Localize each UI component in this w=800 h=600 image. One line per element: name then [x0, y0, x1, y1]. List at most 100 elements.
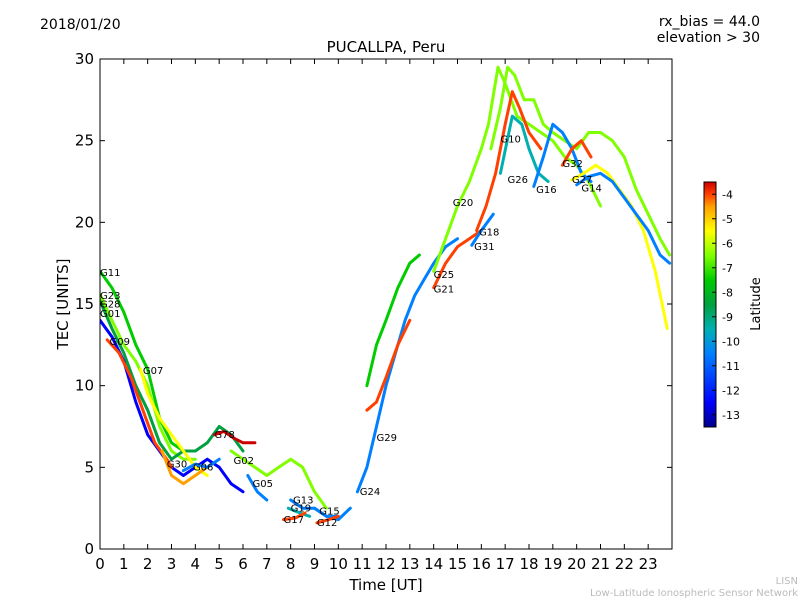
x-tick-label: 11 [353, 555, 372, 573]
x-tick-label: 21 [591, 555, 610, 573]
x-tick-label: 12 [376, 555, 395, 573]
x-tick-label: 15 [448, 555, 467, 573]
series-line-g11 [100, 269, 185, 453]
y-tick-label: 10 [75, 377, 94, 395]
series-line-g19 [286, 506, 312, 518]
y-tick-label: 20 [75, 213, 94, 231]
series-line-g17 [282, 511, 307, 522]
series-label-g32: G32 [562, 159, 582, 170]
series-line-g30 [160, 449, 209, 486]
series-label-g11: G11 [100, 268, 120, 279]
series-line-g32 [560, 139, 593, 167]
series-label-g16: G16 [536, 185, 556, 196]
x-tick-label: 23 [639, 555, 658, 573]
series-label-g18: G18 [479, 227, 499, 238]
series-label-g05: G05 [253, 479, 273, 490]
x-axis-label: Time [UT] [348, 576, 422, 594]
colorbar-tick-label: -13 [722, 409, 740, 422]
footer-network: Low-Latitude Ionospheric Sensor Network [590, 588, 798, 599]
x-tick-label: 20 [567, 555, 586, 573]
x-tick-label: 5 [214, 555, 224, 573]
colorbar-tick-label: -10 [722, 335, 740, 348]
series-label-g15: G15 [319, 507, 339, 518]
series-label-g13: G13 [293, 495, 313, 506]
series-line-g23 [100, 292, 197, 461]
series-label-g78: G78 [214, 430, 234, 441]
series-label-g01: G01 [100, 309, 120, 320]
y-axis-label: TEC [UNITS] [54, 259, 72, 351]
series-label-g25: G25 [434, 270, 454, 281]
series-label-g30: G30 [167, 459, 187, 470]
colorbar-tick-label: -6 [722, 237, 733, 250]
colorbar-tick-label: -7 [722, 262, 733, 275]
series-label-g27: G27 [572, 175, 592, 186]
x-tick-label: 22 [615, 555, 634, 573]
colorbar-tick-label: -11 [722, 360, 740, 373]
x-tick-label: 19 [543, 555, 562, 573]
colorbar-tick-label: -4 [722, 188, 733, 201]
series-line-g26 [498, 114, 550, 183]
elevation-label: elevation > 30 [656, 30, 760, 46]
y-tick-label: 30 [75, 50, 94, 68]
series-label-g09: G09 [110, 337, 130, 348]
series-label-g07: G07 [143, 366, 163, 377]
x-tick-label: 13 [400, 555, 419, 573]
series-label-g20: G20 [453, 198, 473, 209]
colorbar-tick-label: -5 [722, 213, 733, 226]
y-tick-label: 0 [84, 540, 94, 558]
series-line-g02 [229, 449, 328, 510]
x-tick-label: 2 [143, 555, 153, 573]
colorbar-tick-label: -12 [722, 384, 740, 397]
x-tick-label: 0 [95, 555, 105, 573]
series-label-g23: G23 [100, 291, 120, 302]
x-tick-label: 17 [496, 555, 515, 573]
series-line-g07 [139, 367, 209, 477]
x-tick-label: 8 [286, 555, 296, 573]
date-label: 2018/01/20 [40, 17, 121, 33]
x-tick-label: 10 [329, 555, 348, 573]
series-line-g29 [365, 318, 412, 412]
x-tick-label: 3 [167, 555, 177, 573]
series-line-g31 [470, 212, 495, 247]
series-label-g12: G12 [317, 518, 337, 529]
x-tick-label: 9 [310, 555, 320, 573]
colorbar-label: Latitude [749, 277, 764, 331]
series-label-g06: G06 [193, 463, 213, 474]
series-label-g28: G28 [100, 299, 120, 310]
rx-bias-label: rx_bias = 44.0 [658, 14, 760, 30]
x-tick-label: 4 [191, 555, 201, 573]
series-label-g29: G29 [376, 433, 396, 444]
y-tick-label: 25 [75, 132, 94, 150]
footer-lisn: LISN [775, 576, 798, 587]
x-tick-label: 6 [238, 555, 248, 573]
chart-title: PUCALLPA, Peru [327, 38, 446, 56]
series-line-g18 [475, 90, 543, 232]
y-tick-label: 5 [84, 458, 94, 476]
series-label-g02: G02 [233, 456, 253, 467]
series-label-g14: G14 [581, 183, 601, 194]
colorbar-tick-label: -8 [722, 286, 733, 299]
series-line-g78 [212, 429, 257, 445]
series-line-g12 [315, 514, 340, 525]
series-label-g26: G26 [508, 175, 528, 186]
series-label-g24: G24 [360, 487, 380, 498]
series-label-g17: G17 [284, 515, 304, 526]
x-tick-label: 14 [424, 555, 443, 573]
series-line-g25 [365, 253, 421, 388]
series-label-g21: G21 [434, 285, 454, 296]
series-line-g06 [181, 457, 221, 473]
series-label-g10: G10 [500, 134, 520, 145]
y-tick-label: 15 [75, 295, 94, 313]
series-label-g31: G31 [474, 242, 494, 253]
series-line-g14 [575, 171, 672, 265]
series-line-g28 [100, 299, 245, 461]
series-line-g05 [246, 474, 269, 502]
x-tick-label: 7 [262, 555, 272, 573]
series-label-g19: G19 [291, 503, 311, 514]
x-tick-label: 1 [119, 555, 129, 573]
x-tick-label: 18 [519, 555, 538, 573]
colorbar-tick-label: -9 [722, 311, 733, 324]
x-tick-label: 16 [472, 555, 491, 573]
series-line-g21 [432, 229, 483, 290]
